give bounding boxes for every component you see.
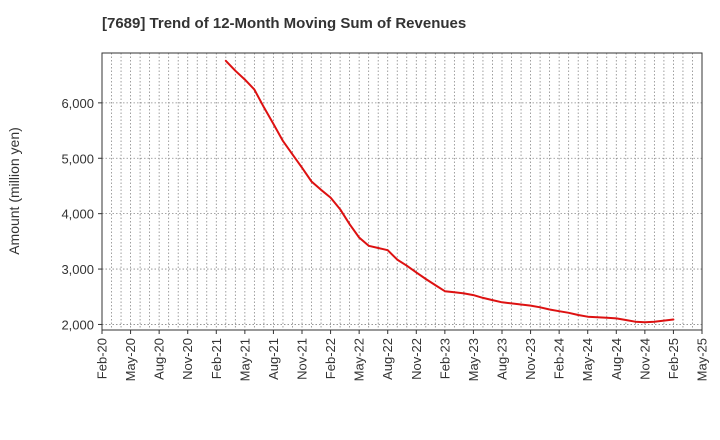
x-tick-label: May-25 [695,338,710,381]
x-tick-label: May-22 [352,338,367,381]
axes: 2,000 3,000 4,000 5,000 6,000 Feb-20 May-20 Aug… [61,96,709,381]
y-tick-label: 3,000 [61,262,94,277]
x-tick-label: Aug-22 [380,338,395,380]
x-tick-label: Nov-22 [409,338,424,380]
chart-title: [7689] Trend of 12-Month Moving Sum of R… [102,15,467,32]
x-tick-label: May-23 [466,338,481,381]
series-layer [224,59,675,324]
y-tick-label: 5,000 [61,151,94,166]
x-tick-label: Feb-22 [323,338,338,379]
x-tick-label: Feb-23 [437,338,452,379]
y-tick-label: 2,000 [61,317,94,332]
x-tick-label: May-24 [580,338,595,381]
y-tick-label: 6,000 [61,96,94,111]
x-tick-label: Nov-24 [637,338,652,380]
x-tick-label: May-21 [237,338,252,381]
x-tick-label: Feb-20 [95,338,110,379]
x-tick-label: Feb-25 [666,338,681,379]
series-line [224,59,675,324]
grid-lines [102,53,702,330]
x-tick-label: Nov-21 [295,338,310,380]
x-tick-label: Feb-24 [552,338,567,379]
plot-frame [101,52,703,331]
x-tick-label: Aug-20 [152,338,167,380]
x-tick-label: Aug-23 [495,338,510,380]
x-tick-label: Feb-21 [209,338,224,379]
x-tick-label: Aug-21 [266,338,281,380]
x-tick-label: Aug-24 [609,338,624,380]
x-tick-label: May-20 [123,338,138,381]
y-tick-label: 4,000 [61,207,94,222]
x-tick-label: Nov-23 [523,338,538,380]
x-tick-label: Nov-20 [180,338,195,380]
